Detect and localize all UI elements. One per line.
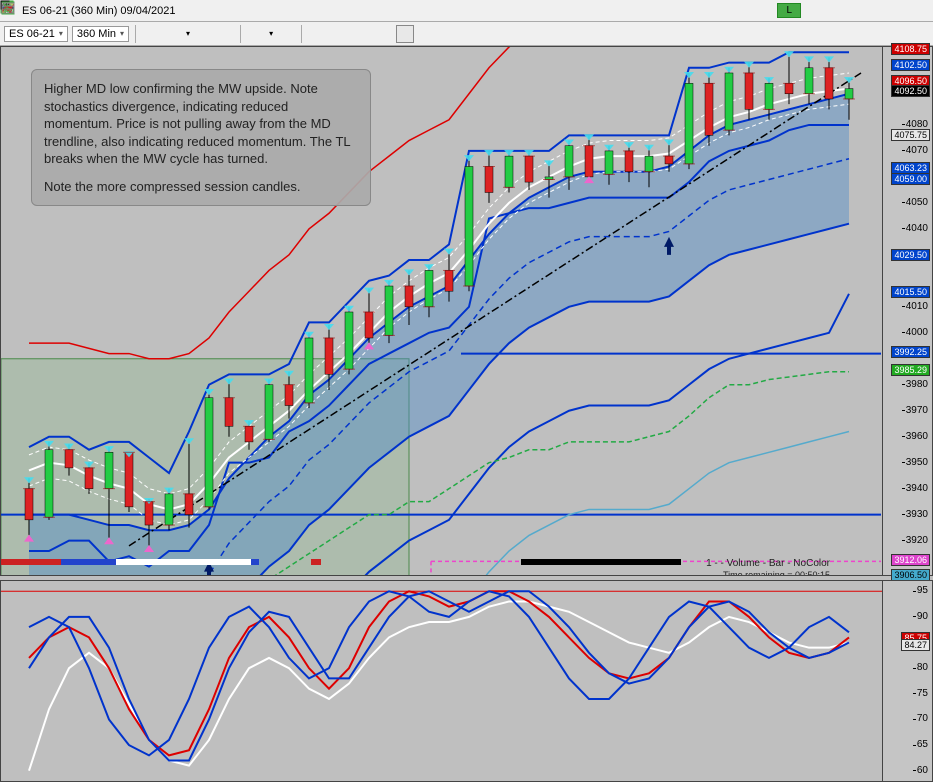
annotation-box[interactable]: Higher MD low confirming the MW upside. … bbox=[31, 69, 371, 206]
dollar-icon[interactable]: $ bbox=[374, 25, 392, 43]
timeframe-selector[interactable]: 360 Min bbox=[72, 26, 129, 42]
sell-icon[interactable] bbox=[330, 25, 348, 43]
title-bar: ES 06-21 (360 Min) 09/04/2021 L bbox=[0, 0, 933, 22]
stoch-y-axis[interactable]: 606570758085909585.7584.27 bbox=[882, 581, 932, 781]
link-badge[interactable]: L bbox=[777, 3, 801, 18]
main-chart-panel[interactable]: Higher MD low confirming the MW upside. … bbox=[0, 46, 933, 576]
maximize-button[interactable] bbox=[849, 1, 889, 21]
symbol-selector[interactable]: ES 06-21 bbox=[4, 26, 68, 42]
window-title: ES 06-21 (360 Min) 09/04/2021 bbox=[22, 5, 777, 17]
candle-style-icon[interactable] bbox=[142, 25, 160, 43]
draw-pencil-icon[interactable] bbox=[164, 25, 182, 43]
toolbar: ES 06-21 360 Min ▾ ▾ $ bbox=[0, 22, 933, 46]
properties-icon[interactable] bbox=[396, 25, 414, 43]
time-remaining: Time remaining = 00:50:15 bbox=[723, 570, 830, 575]
annotation-text-2: Note the more compressed session candles… bbox=[44, 178, 358, 196]
annotation-text-1: Higher MD low confirming the MW upside. … bbox=[44, 80, 358, 168]
stochastics-panel[interactable]: 606570758085909585.7584.27 bbox=[0, 580, 933, 782]
main-plot[interactable]: Higher MD low confirming the MW upside. … bbox=[1, 47, 882, 575]
main-y-axis[interactable]: 3920393039403950396039703980400040104040… bbox=[882, 47, 932, 575]
data-box-icon[interactable] bbox=[277, 25, 295, 43]
volume-label: 1 - - Volume - Bar - NoColor bbox=[706, 558, 830, 569]
buy-icon[interactable] bbox=[308, 25, 326, 43]
window-controls bbox=[809, 1, 929, 21]
magic-wand-icon[interactable] bbox=[194, 25, 212, 43]
close-button[interactable] bbox=[889, 1, 929, 21]
stoch-plot[interactable] bbox=[1, 581, 882, 781]
crosshair-icon[interactable] bbox=[247, 25, 265, 43]
indicator-icon[interactable] bbox=[352, 25, 370, 43]
zoom-icon[interactable] bbox=[216, 25, 234, 43]
minimize-button[interactable] bbox=[809, 1, 849, 21]
